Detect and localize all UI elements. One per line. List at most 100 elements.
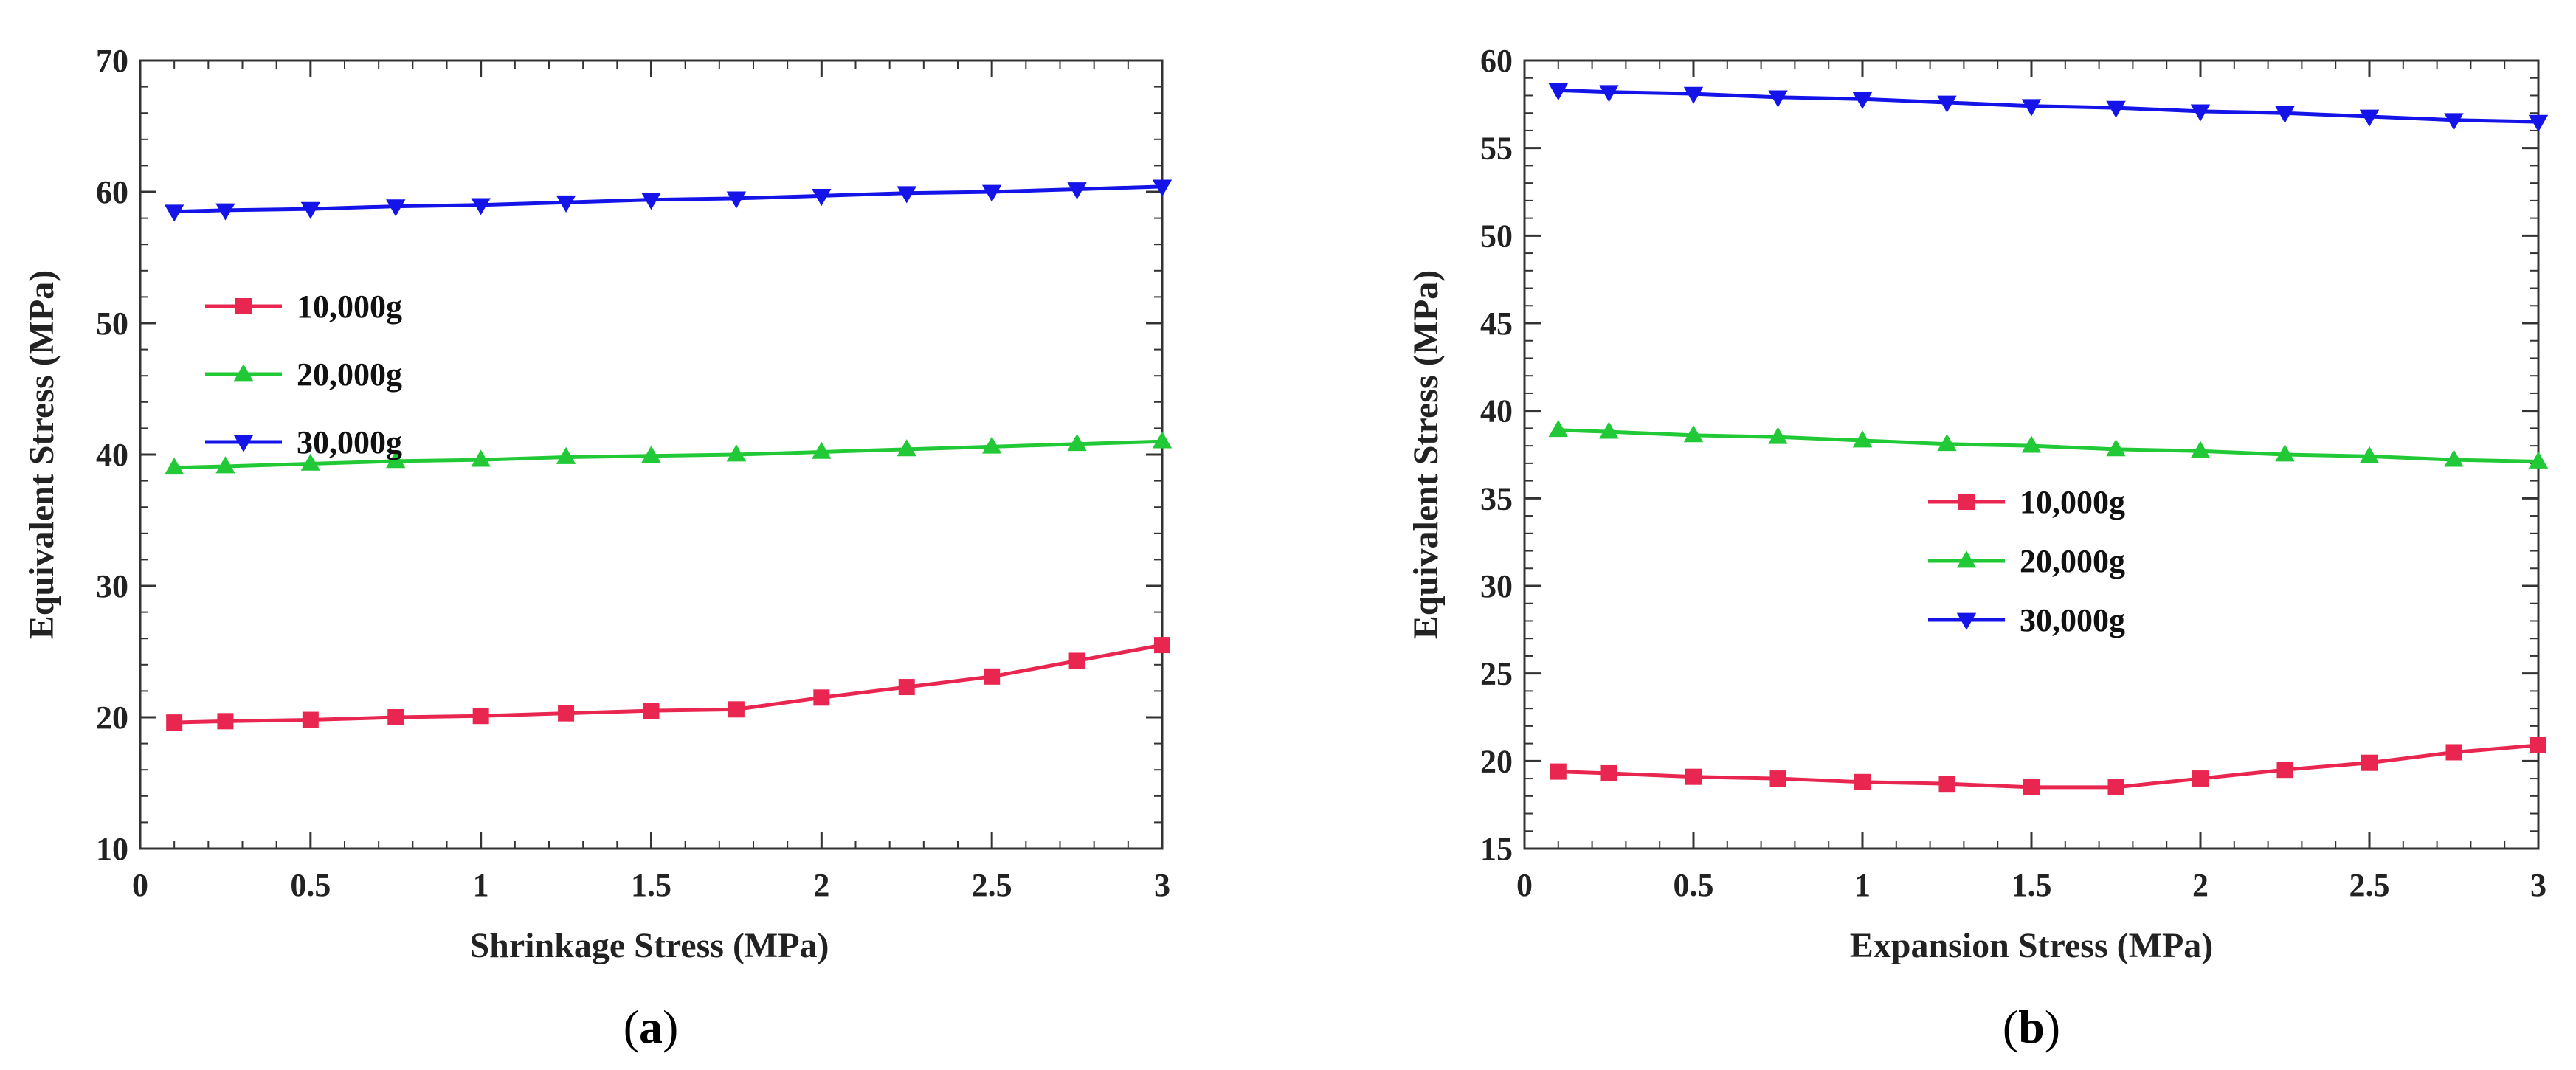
data-point [2107,779,2124,795]
data-point [1067,182,1087,200]
data-point [2528,451,2549,469]
caption-close-paren: ) [663,1001,678,1053]
data-point [2528,114,2549,132]
x-tick-label: 0 [1516,867,1533,903]
data-point [2023,779,2040,795]
data-point [1769,770,1786,787]
data-point [984,668,1001,685]
y-tick-label: 30 [1480,568,1513,604]
data-point [1600,764,1617,781]
x-tick-label: 2 [813,867,829,903]
data-point [2359,109,2380,127]
data-point [166,714,183,731]
x-tick-label: 0 [132,867,148,903]
data-point [2190,441,2211,458]
plot-frame [1523,59,2540,850]
x-axis-title: Expansion Stress (MPa) [1850,926,2214,965]
y-tick-label: 50 [96,306,128,342]
data-point [1548,83,1568,101]
data-point [1154,637,1170,654]
y-tick-label: 40 [96,437,128,473]
series-line [1558,88,2539,124]
y-tick-label: 35 [1480,480,1513,517]
data-point [1550,763,1567,780]
legend-label: 10,000g [297,289,402,325]
data-point [1768,90,1788,108]
legend-marker [1956,550,1977,568]
legend: 10,000g 20,000g 30,000g [1928,484,2125,638]
data-point [1599,421,1619,439]
x-tick-label: 0.5 [1674,867,1714,903]
data-point [1152,431,1173,449]
data-point [726,191,747,209]
data-point [558,705,575,722]
data-point [2106,100,2126,118]
data-point [1683,86,1704,104]
data-point [217,713,234,730]
data-point [2445,744,2462,761]
data-point [2276,762,2293,779]
data-point [641,446,661,463]
data-point [641,193,661,210]
legend-marker [1958,494,1975,510]
legend-marker [233,435,254,452]
data-point [728,701,745,718]
data-point [1068,652,1085,669]
data-point [2444,113,2464,131]
y-tick-label: 45 [1480,306,1513,342]
series-20,000g [1548,420,2549,469]
data-point [1067,434,1087,452]
legend-label: 30,000g [2020,602,2125,638]
data-point [1938,776,1955,793]
legend-label: 10,000g [2020,484,2125,520]
legend-marker [235,298,252,314]
series-line [174,184,1163,214]
x-tick-label: 2.5 [972,867,1012,903]
y-tick-label: 20 [96,700,128,736]
data-point [387,709,404,725]
y-tick-label: 30 [96,568,128,604]
data-point [1852,430,1873,448]
panel-caption: (a) [624,1001,679,1053]
data-point [2275,106,2295,123]
data-point [898,679,915,696]
data-point [471,449,491,467]
data-point [215,456,235,474]
x-tick-label: 0.5 [290,867,331,903]
data-point [726,444,747,462]
data-point [386,451,406,469]
y-tick-label: 25 [1480,656,1513,692]
data-point [556,446,576,464]
x-tick-label: 2 [2192,867,2209,903]
data-point [2021,99,2042,117]
x-tick-label: 3 [2530,867,2546,903]
data-point [556,195,576,213]
legend: 10,000g 20,000g 30,000g [205,289,402,460]
data-point [1685,768,1702,785]
legend-label: 20,000g [2020,543,2125,579]
series-10,000g [166,637,1170,731]
data-point [2021,435,2042,453]
y-tick-label: 10 [96,831,128,867]
series-10,000g [1550,736,2546,795]
data-point [1937,434,1957,452]
data-point [1854,773,1871,790]
x-axis-title: Shrinkage Stress (MPa) [469,926,829,965]
x-tick-label: 3 [1154,867,1170,903]
legend-marker [1956,612,1977,630]
data-point [2444,449,2464,467]
y-tick-label: 60 [96,174,128,210]
series-line [1558,428,2539,463]
series-30,000g [1548,83,2549,132]
x-tick-label: 1.5 [2012,867,2052,903]
data-point [897,186,916,204]
data-point [472,708,489,725]
y-tick-label: 50 [1480,218,1513,254]
series-20,000g [164,431,1173,475]
data-point [1683,425,1704,443]
caption-close-paren: ) [2045,1001,2060,1053]
data-point [1548,420,1568,438]
data-point [1599,85,1619,103]
y-tick-label: 40 [1480,393,1513,429]
